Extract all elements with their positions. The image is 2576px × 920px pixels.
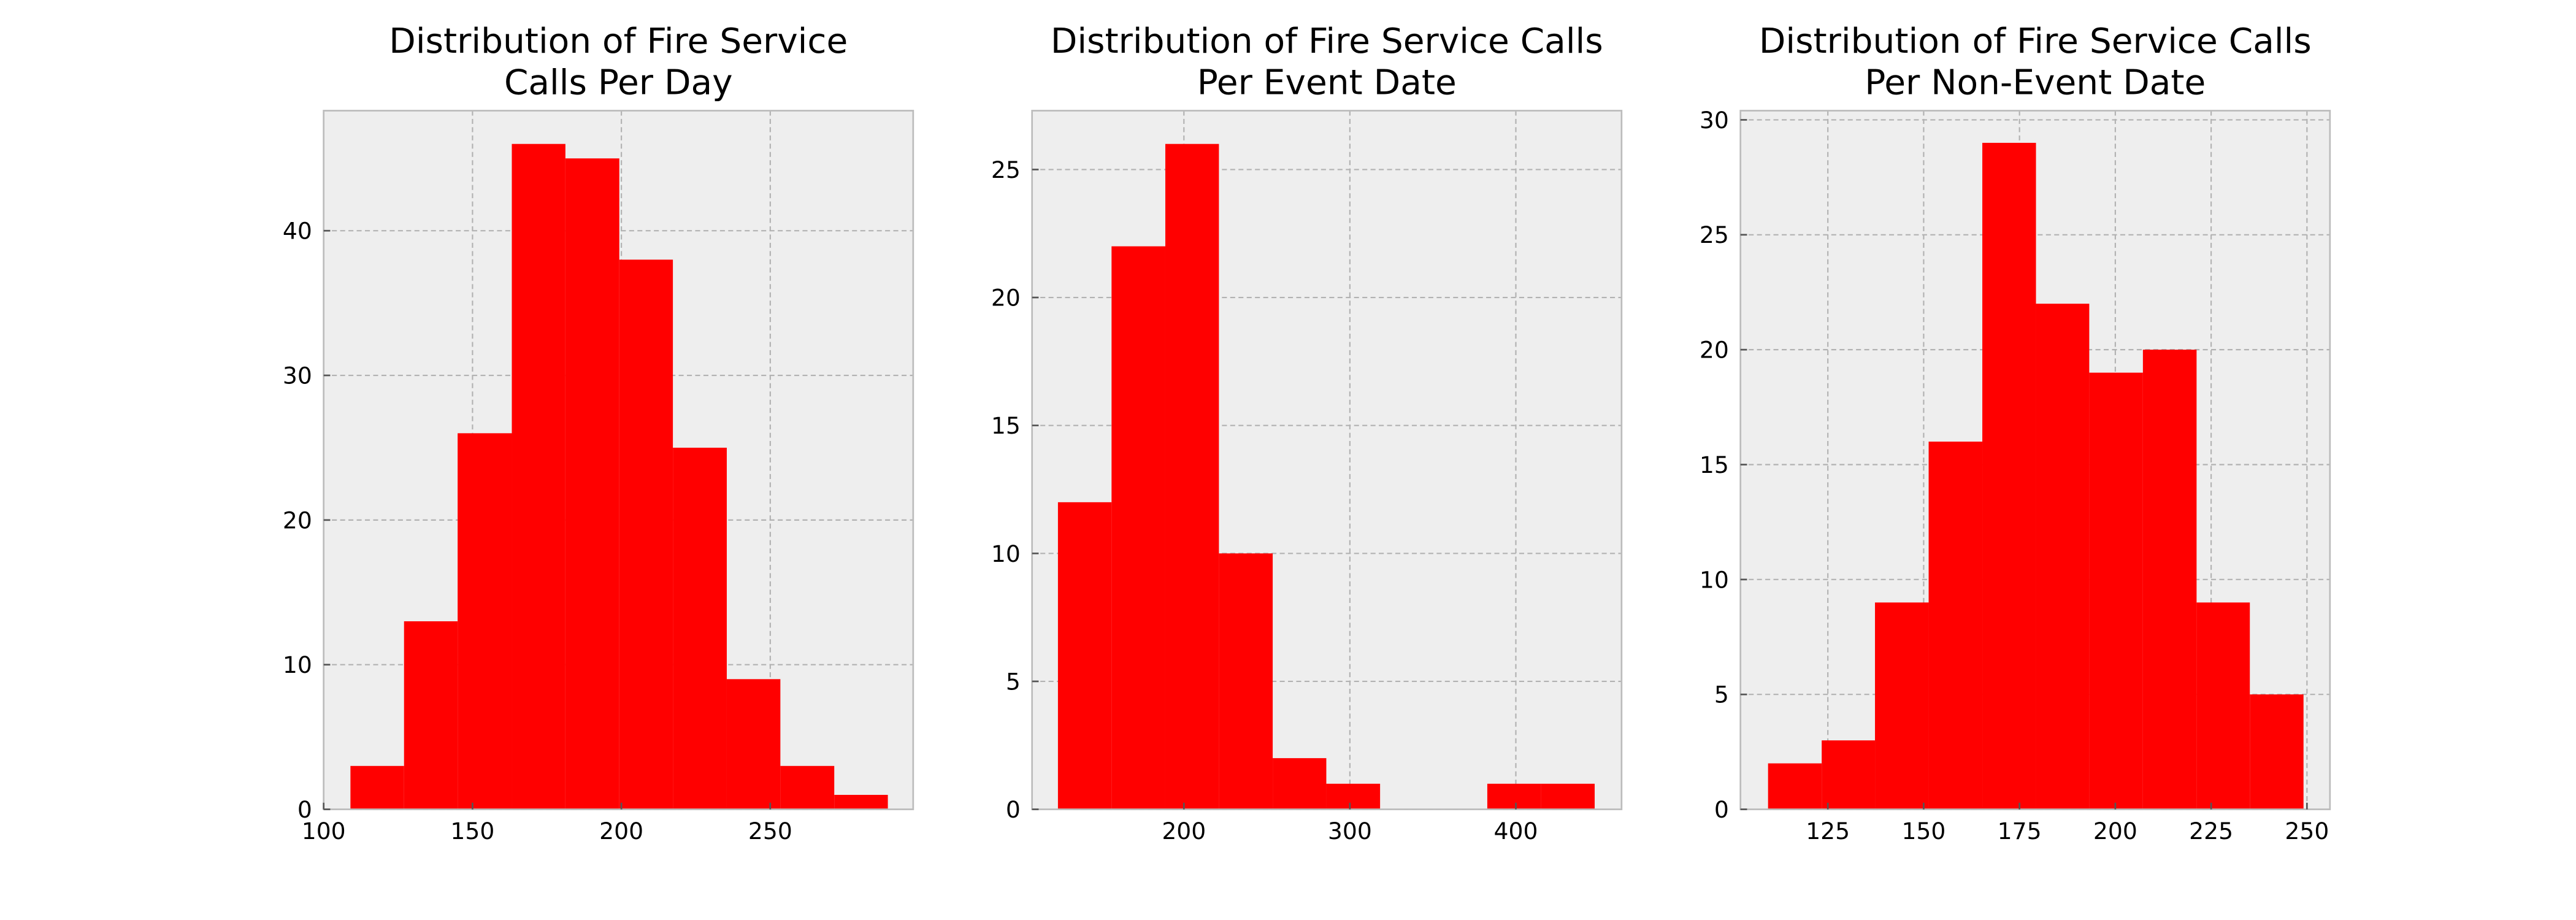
bar (2250, 694, 2304, 810)
y-tick-label: 5 (1714, 681, 1729, 708)
bar (512, 144, 565, 810)
x-tick-label: 150 (450, 818, 494, 845)
x-tick-label: 225 (2189, 818, 2233, 845)
y-tick-label: 40 (283, 218, 312, 245)
bar (1487, 783, 1541, 810)
bar (619, 259, 673, 810)
x-tick-label: 125 (1806, 818, 1850, 845)
axes-frame (323, 110, 914, 810)
y-tick-label: 20 (283, 507, 312, 534)
bar (2036, 304, 2090, 810)
bar (1273, 758, 1327, 810)
y-tick-label: 25 (991, 156, 1021, 183)
x-tick-label: 175 (1998, 818, 2042, 845)
bar (404, 621, 458, 810)
y-tick-label: 20 (991, 284, 1021, 311)
bar (1822, 740, 1876, 810)
y-tick-label: 5 (1006, 668, 1021, 695)
chart-title: Distribution of Fire Service Calls Per Ev… (1051, 21, 1603, 102)
y-tick-label: 10 (283, 651, 312, 678)
bar (1541, 783, 1595, 810)
bar (565, 158, 619, 810)
bar (1165, 144, 1219, 810)
bar (780, 765, 835, 810)
bar (726, 679, 781, 810)
bar (1057, 502, 1112, 810)
x-tick-label: 200 (599, 818, 643, 845)
bar (1326, 783, 1381, 810)
bar (1768, 763, 1822, 810)
chart-title: Distribution of Fire Service Calls Per Da… (389, 21, 848, 102)
y-tick-label: 25 (1700, 221, 1729, 248)
y-tick-label: 15 (991, 412, 1021, 439)
y-tick-label: 10 (1700, 566, 1729, 593)
bar (2089, 372, 2143, 810)
axes-frame (1031, 110, 1623, 810)
bar (1928, 442, 1983, 810)
x-tick-label: 200 (1162, 818, 1206, 845)
bar (2196, 602, 2250, 810)
y-tick-label: 30 (1700, 107, 1729, 134)
y-tick-label: 0 (1714, 796, 1729, 823)
bar (834, 794, 888, 810)
y-tick-label: 15 (1700, 451, 1729, 478)
x-tick-label: 100 (302, 818, 346, 845)
bar (1111, 246, 1165, 810)
y-tick-label: 0 (297, 796, 312, 823)
x-tick-label: 200 (2093, 818, 2137, 845)
y-tick-label: 0 (1006, 796, 1021, 823)
x-tick-label: 400 (1494, 818, 1538, 845)
y-tick-label: 10 (991, 540, 1021, 567)
bar (673, 447, 727, 810)
x-tick-label: 250 (748, 818, 792, 845)
x-tick-label: 300 (1328, 818, 1372, 845)
y-tick-label: 20 (1700, 337, 1729, 364)
axes-frame (1739, 110, 2331, 810)
bar (1875, 602, 1929, 810)
bar (1219, 553, 1273, 810)
chart-title: Distribution of Fire Service Calls Per No… (1759, 21, 2312, 102)
bar (1982, 142, 2036, 810)
bar (350, 765, 404, 810)
y-tick-label: 30 (283, 362, 312, 389)
x-tick-label: 250 (2285, 818, 2329, 845)
bar (2142, 350, 2197, 810)
x-tick-label: 150 (1901, 818, 1945, 845)
bar (458, 433, 512, 810)
